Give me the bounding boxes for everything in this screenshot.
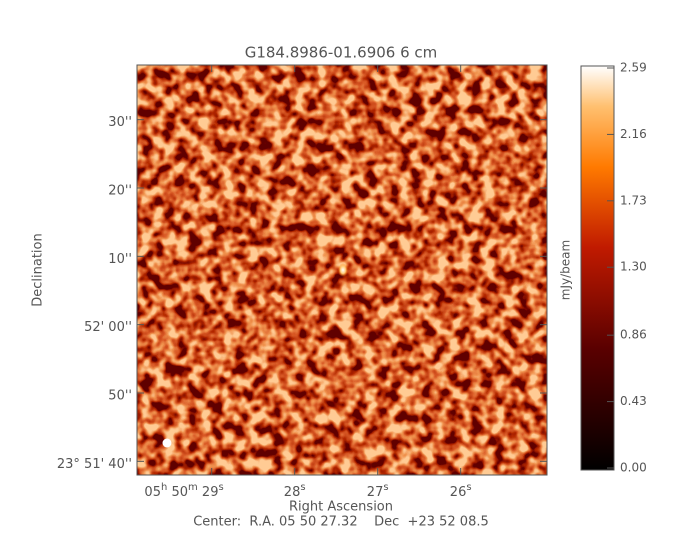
source	[338, 263, 348, 277]
beam	[162, 438, 172, 448]
y-tick-label: 10''	[108, 252, 132, 267]
colorbar-tick-label: 2.59	[620, 61, 647, 75]
x-tick-label: 26s	[450, 482, 472, 500]
x-tick-label: 05h 50m 29s	[144, 482, 223, 500]
y-tick-label: 30''	[108, 115, 132, 130]
y-tick-label: 50''	[108, 389, 132, 404]
colorbar-tick-label: 0.00	[620, 461, 647, 475]
colorbar-tick-label: 0.86	[620, 328, 647, 342]
x-tick-label: 28s	[284, 482, 306, 500]
colorbar-tick-label: 1.73	[620, 193, 647, 207]
colorbar-tick-label: 1.30	[620, 260, 647, 274]
x-axis-label: Right Ascension	[289, 500, 393, 515]
y-tick-label: 20''	[108, 184, 132, 199]
y-tick-label: 23° 51' 40''	[57, 457, 132, 472]
colorbar	[580, 65, 615, 471]
x-tick-label: 27s	[367, 482, 389, 500]
colorbar-tick-label: 2.16	[620, 127, 647, 141]
caption: Center: R.A. 05 50 27.32 Dec +23 52 08.5	[193, 515, 489, 530]
colorbar-label: mJy/beam	[559, 240, 573, 300]
y-tick-label: 52' 00''	[84, 320, 132, 335]
chart-title: G184.8986-01.6906 6 cm	[245, 44, 438, 62]
y-axis-label: Declination	[31, 233, 46, 307]
colorbar-tick-label: 0.43	[620, 394, 647, 408]
map-frame	[136, 64, 548, 476]
